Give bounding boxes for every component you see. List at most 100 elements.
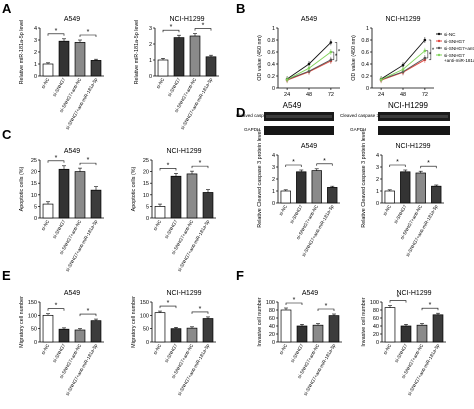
y-tick-label-C2-4: 20 (143, 170, 149, 176)
y-tick-label-F1-5: 100 (266, 300, 275, 306)
sig-bracket-B2-1 (425, 50, 429, 59)
x-tick-label-F1-1: si-SNHG7 (290, 343, 305, 364)
x-tick-label-A2-1: si-SNHG7 (167, 77, 182, 98)
y-tick-label-B1-3: 0.6 (267, 50, 275, 56)
x-tick-label-B2-2: 72 (422, 92, 428, 98)
y-tick-label-B1-2: 0.4 (267, 62, 275, 68)
y-tick-label-D2-0: 0 (376, 201, 379, 207)
y-tick-label-A2-3: 3 (149, 26, 152, 32)
legend-label-3-cont: +anti-miR-181a-5p (444, 58, 474, 63)
y-tick-label-F1-2: 40 (269, 324, 275, 330)
y-tick-label-C1-3: 15 (31, 181, 37, 187)
sig-bracket-A2-1 (194, 28, 212, 31)
sig-star-F2-1: * (429, 302, 432, 309)
bar-F1-3 (328, 315, 340, 343)
y-tick-label-B1-1: 0.2 (267, 74, 275, 80)
bar-A2-3 (205, 56, 217, 77)
bar-C1-2 (74, 171, 86, 219)
y-tick-label-D1-2: 2 (272, 177, 275, 183)
y-tick-label-A2-0: 0 (149, 74, 152, 80)
y-tick-label-C2-5: 25 (143, 158, 149, 164)
y-tick-label-E1-1: 50 (31, 327, 37, 333)
y-tick-label-F2-5: 100 (370, 300, 379, 306)
x-tick-label-F1-0: si-NC (278, 342, 288, 355)
bar-D1-3 (327, 187, 338, 204)
sig-bracket-E2-1 (191, 311, 209, 314)
sig-star-D1-0: * (292, 159, 295, 166)
panel-letter-e: E (2, 268, 11, 283)
bar-E2-0 (154, 312, 166, 343)
bar-C1-0 (42, 203, 54, 219)
x-tick-label-A1-1: si-SNHG7 (52, 77, 67, 98)
legend-marker-3 (437, 53, 441, 57)
y-tick-label-D2-4: 4 (376, 153, 379, 159)
sig-bracket-B1-0 (334, 42, 338, 62)
sig-star-A1-0: * (55, 28, 58, 35)
bar-A2-2 (189, 35, 201, 77)
x-tick-label-C2-1: si-SNHG7 (164, 219, 179, 240)
y-axis-label-E2: Migratory cell number (131, 296, 137, 348)
blot-band-gapdh-2 (378, 126, 450, 135)
sig-star-B1-0: * (338, 50, 341, 56)
chart-title-C1: A549 (64, 148, 80, 155)
sig-star-C1-0: * (55, 155, 58, 162)
blot-title-a549: A549 (283, 101, 302, 110)
y-tick-label-C2-0: 0 (146, 216, 149, 222)
sig-star-F1-0: * (293, 297, 296, 304)
x-tick-label-E1-0: si-NC (40, 342, 50, 355)
blot-label-cleaved-2: Cleaved caspase 3 (340, 113, 380, 118)
bar-A2-1 (173, 37, 185, 77)
blot-title-h1299: NCI-H1299 (388, 101, 429, 110)
sig-bracket-F2-1 (421, 307, 439, 311)
blot-label-gapdh: GAPDH (244, 127, 260, 132)
y-tick-label-F2-4: 80 (373, 308, 379, 314)
panel-letter-a: A (2, 1, 12, 16)
bar-F1-0 (280, 309, 292, 343)
chart-title-D1: A549 (301, 143, 317, 150)
x-tick-label-B1-2: 72 (328, 92, 334, 98)
bar-E2-2 (186, 327, 198, 343)
y-tick-label-D2-1: 1 (376, 189, 379, 195)
bar-C2-1 (170, 175, 182, 219)
bar-A2-0 (157, 59, 169, 77)
x-tick-label-F2-0: si-NC (382, 342, 392, 355)
sig-bracket-F1-1 (317, 308, 335, 311)
blot-band-gapdh (264, 126, 334, 135)
bar-D2-2 (415, 172, 426, 204)
sig-star-F2-0: * (397, 295, 400, 302)
x-tick-label-E2-1: si-SNHG7 (164, 343, 179, 364)
sig-star-D2-1: * (427, 160, 430, 167)
bar-D2-0 (384, 190, 395, 204)
sig-bracket-C1-0 (47, 160, 65, 163)
bar-E1-3 (90, 320, 102, 343)
y-tick-label-B2-1: 0.2 (361, 74, 369, 80)
y-axis-label-C1: Apoptotic cells (%) (19, 166, 25, 211)
sig-star-A2-0: * (170, 24, 173, 31)
bar-C2-0 (154, 206, 166, 219)
x-tick-label-E2-3: si-SNHG7+anti-miR-181a-5p (177, 343, 211, 397)
sig-star-D1-1: * (323, 158, 326, 165)
sig-star-F1-1: * (325, 303, 328, 310)
bar-C1-3 (90, 189, 102, 219)
sig-bracket-D1-0 (285, 164, 302, 167)
sig-star-B2-1: * (429, 52, 432, 58)
blot-h1299: NCI-H1299 Cleaved caspase 3 GAPDH (340, 101, 450, 135)
chart-title-E2: NCI-H1299 (166, 290, 201, 297)
y-axis-label-D2: Relative Cleaved caspase 3 protein level (361, 130, 367, 227)
sig-bracket-F1-0 (285, 302, 303, 305)
y-axis-label-E1: Migratory cell number (19, 296, 25, 348)
x-tick-label-B2-1: 48 (400, 92, 406, 98)
legend-label-0: si-NC (444, 32, 456, 37)
y-tick-label-E1-2: 100 (28, 313, 37, 319)
sig-star-A2-1: * (202, 23, 205, 30)
sig-star-E2-1: * (199, 306, 202, 313)
y-tick-label-C1-4: 20 (31, 170, 37, 176)
blot-band-highlight-2 (380, 115, 448, 118)
chart-title-B2: NCI-H1299 (385, 16, 420, 23)
bar-D1-2 (311, 170, 322, 204)
y-axis-label-B1: OD value (450 nm) (257, 35, 263, 81)
x-tick-label-B1-0: 24 (284, 92, 290, 98)
bar-E1-2 (74, 329, 86, 343)
y-tick-label-F1-3: 60 (269, 316, 275, 322)
bar-A1-1 (58, 40, 70, 77)
